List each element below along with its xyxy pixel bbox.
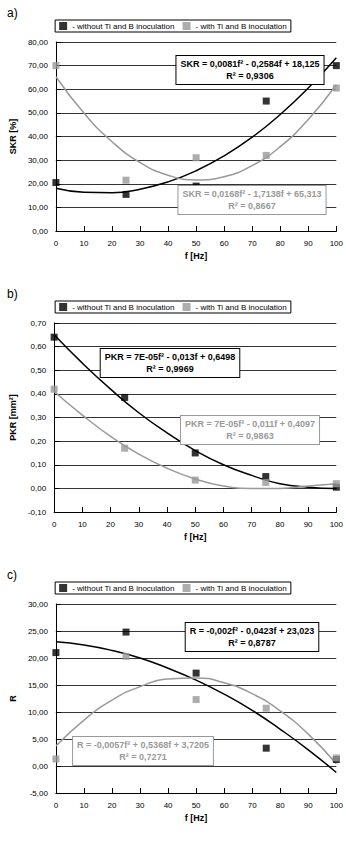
svg-text:a): a) <box>7 6 18 20</box>
svg-text:10,00: 10,00 <box>28 708 49 717</box>
svg-text:100: 100 <box>330 520 344 529</box>
svg-text:90: 90 <box>304 239 313 248</box>
svg-text:50: 50 <box>191 520 200 529</box>
svg-text:- without Ti and B inoculation: - without Ti and B inoculation <box>72 22 174 31</box>
svg-text:50: 50 <box>192 801 201 810</box>
svg-text:10: 10 <box>78 520 87 529</box>
svg-text:70,00: 70,00 <box>28 61 49 70</box>
svg-text:30,00: 30,00 <box>28 600 49 609</box>
svg-text:R: R <box>8 695 18 702</box>
svg-text:30: 30 <box>136 801 145 810</box>
svg-text:60: 60 <box>220 239 229 248</box>
svg-text:80: 80 <box>275 520 284 529</box>
svg-text:- with Ti and B inoculation: - with Ti and B inoculation <box>196 303 287 312</box>
svg-text:5,00: 5,00 <box>32 735 48 744</box>
svg-text:15,00: 15,00 <box>28 681 49 690</box>
svg-text:PKR [mm²]: PKR [mm²] <box>8 394 18 441</box>
svg-text:70: 70 <box>248 239 257 248</box>
svg-text:SKR = 0,0081f² - 0,2584f + 18,: SKR = 0,0081f² - 0,2584f + 18,125 <box>180 59 319 69</box>
svg-text:- with Ti and B inoculation: - with Ti and B inoculation <box>196 22 287 31</box>
svg-text:b): b) <box>7 287 18 301</box>
svg-text:60: 60 <box>220 801 229 810</box>
svg-text:- with Ti and B inoculation: - with Ti and B inoculation <box>196 584 287 593</box>
svg-text:100: 100 <box>330 801 344 810</box>
svg-text:0,00: 0,00 <box>32 762 48 771</box>
svg-text:20: 20 <box>106 520 115 529</box>
svg-text:0,40: 0,40 <box>31 389 47 398</box>
svg-text:70: 70 <box>248 801 257 810</box>
svg-text:0,60: 0,60 <box>31 342 47 351</box>
svg-text:0,50: 0,50 <box>31 366 47 375</box>
svg-text:70: 70 <box>247 520 256 529</box>
svg-text:R = -0,0057f² + 0,5368f + 3,72: R = -0,0057f² + 0,5368f + 3,7205 <box>77 740 209 750</box>
svg-text:- without Ti and B inoculation: - without Ti and B inoculation <box>72 584 174 593</box>
svg-text:-5,00: -5,00 <box>30 789 49 798</box>
svg-text:80,00: 80,00 <box>28 38 49 47</box>
svg-text:100: 100 <box>330 239 344 248</box>
svg-text:20: 20 <box>108 239 117 248</box>
svg-text:PKR = 7E-05f² - 0,013f + 0,649: PKR = 7E-05f² - 0,013f + 0,6498 <box>105 352 236 362</box>
svg-text:30: 30 <box>136 239 145 248</box>
svg-text:0,70: 0,70 <box>31 319 47 328</box>
svg-text:SKR = 0,0168f² - 1,7138f + 65,: SKR = 0,0168f² - 1,7138f + 65,313 <box>182 189 321 199</box>
svg-text:0: 0 <box>54 801 59 810</box>
svg-text:40,00: 40,00 <box>28 132 49 141</box>
svg-text:50: 50 <box>192 239 201 248</box>
svg-text:R² = 0,7271: R² = 0,7271 <box>119 752 166 762</box>
svg-text:R² = 0,9306: R² = 0,9306 <box>226 71 273 81</box>
svg-text:0,00: 0,00 <box>32 227 48 236</box>
svg-text:PKR = 7E-05f² - 0,011f + 0,409: PKR = 7E-05f² - 0,011f + 0,4097 <box>185 419 315 429</box>
svg-text:f [Hz]: f [Hz] <box>185 251 208 261</box>
svg-text:50,00: 50,00 <box>28 108 49 117</box>
svg-text:30,00: 30,00 <box>28 156 49 165</box>
svg-text:20,00: 20,00 <box>28 654 49 663</box>
svg-text:- without Ti and B inoculation: - without Ti and B inoculation <box>72 303 174 312</box>
svg-text:40: 40 <box>163 520 172 529</box>
svg-text:0: 0 <box>54 239 59 248</box>
svg-text:R² = 0,9863: R² = 0,9863 <box>226 431 273 441</box>
svg-text:40: 40 <box>164 239 173 248</box>
svg-text:30: 30 <box>134 520 143 529</box>
svg-text:0,10: 0,10 <box>31 460 47 469</box>
svg-text:10: 10 <box>80 239 89 248</box>
svg-text:f [Hz]: f [Hz] <box>185 813 208 823</box>
svg-text:SKR [%]: SKR [%] <box>8 119 18 155</box>
svg-text:20: 20 <box>108 801 117 810</box>
svg-text:40: 40 <box>164 801 173 810</box>
svg-text:90: 90 <box>304 801 313 810</box>
svg-text:90: 90 <box>304 520 313 529</box>
svg-text:c): c) <box>7 568 17 582</box>
svg-text:80: 80 <box>276 239 285 248</box>
svg-text:R² = 0,8787: R² = 0,8787 <box>228 638 275 648</box>
svg-text:25,00: 25,00 <box>28 627 49 636</box>
svg-text:20,00: 20,00 <box>28 179 49 188</box>
svg-text:0: 0 <box>52 520 57 529</box>
svg-text:0,30: 0,30 <box>31 413 47 422</box>
svg-text:0,20: 0,20 <box>31 437 47 446</box>
svg-text:80: 80 <box>276 801 285 810</box>
svg-text:0,00: 0,00 <box>31 484 47 493</box>
svg-text:R² = 0,8667: R² = 0,8667 <box>228 201 275 211</box>
svg-text:10,00: 10,00 <box>28 203 49 212</box>
svg-text:f [Hz]: f [Hz] <box>184 532 207 542</box>
svg-text:R² = 0,9969: R² = 0,9969 <box>146 364 193 374</box>
svg-text:60,00: 60,00 <box>28 85 49 94</box>
svg-text:R = -0,002f² - 0,0423f + 23,02: R = -0,002f² - 0,0423f + 23,023 <box>190 626 315 636</box>
svg-text:60: 60 <box>219 520 228 529</box>
svg-text:-0,10: -0,10 <box>28 508 47 517</box>
svg-text:10: 10 <box>80 801 89 810</box>
